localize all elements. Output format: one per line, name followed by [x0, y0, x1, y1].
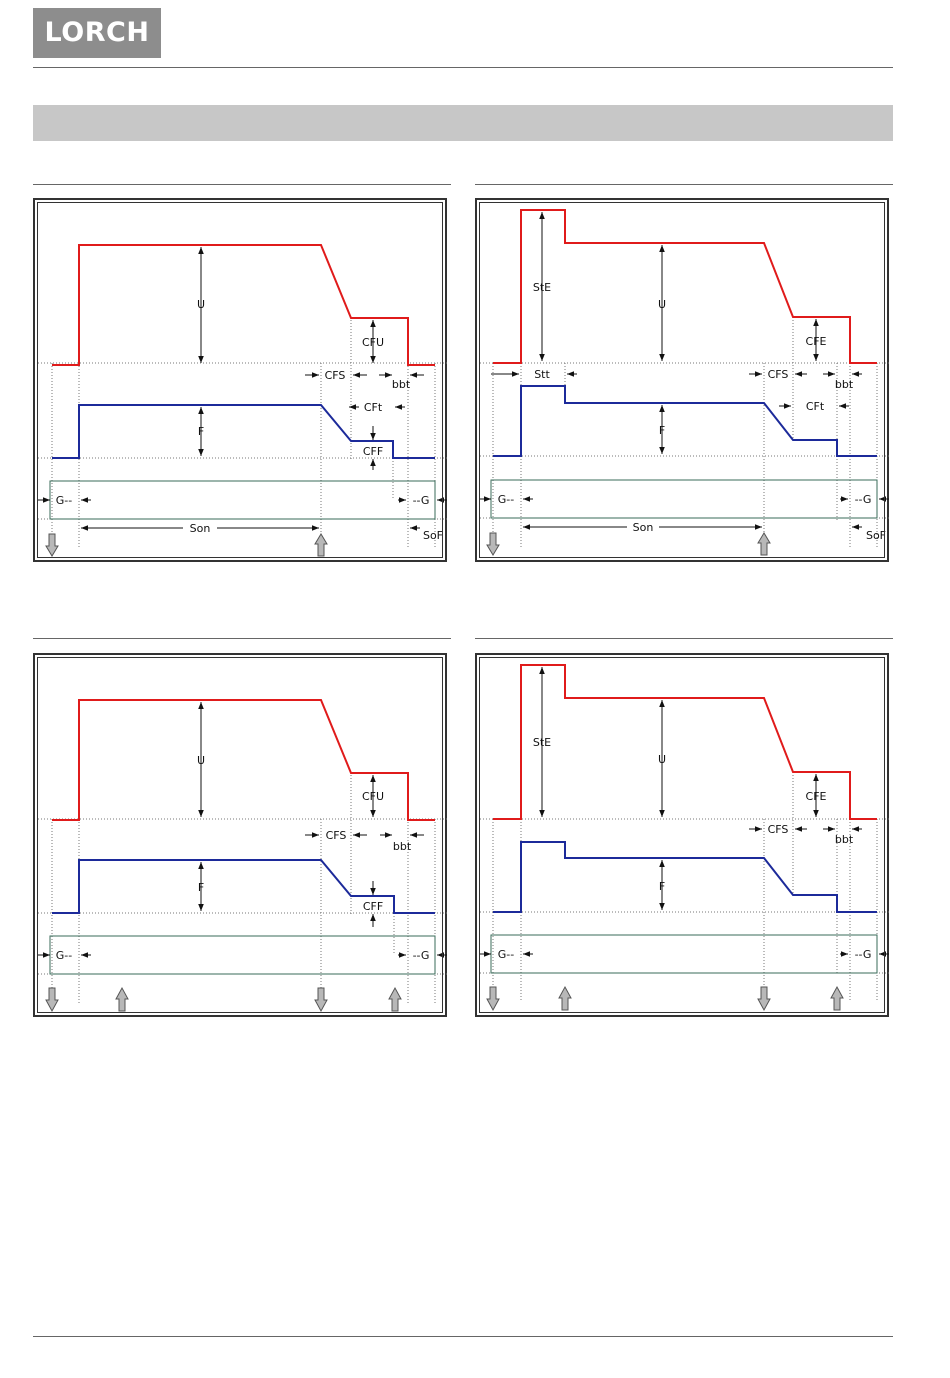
arrow-up-icon — [558, 985, 572, 1011]
label-StE: StE — [533, 281, 551, 294]
label-G-start: G-- — [56, 949, 72, 962]
label-F: F — [659, 880, 665, 893]
label-Son: Son — [633, 521, 654, 534]
diagram-rule-bottom-right — [475, 638, 893, 639]
label-CFS: CFS — [326, 829, 347, 842]
label-CFS: CFS — [768, 823, 789, 836]
section-title-band — [33, 105, 893, 141]
label-CFt: CFt — [806, 400, 825, 413]
label-F: F — [659, 424, 665, 437]
wire-feed-curve — [493, 841, 877, 913]
lorch-logo: LORCH — [33, 8, 161, 58]
arrow-up-icon — [115, 986, 129, 1012]
label-CFF: CFF — [363, 445, 383, 458]
label-U: U — [197, 298, 205, 311]
label-G-start: G-- — [498, 948, 514, 961]
label-CFE: CFE — [806, 790, 827, 803]
label-G-end: --G — [855, 948, 872, 961]
label-F: F — [198, 425, 204, 438]
label-bbt: bbt — [835, 833, 854, 846]
label-G-start: G-- — [498, 493, 514, 506]
diagram-rule-top-right — [475, 184, 893, 185]
label-bbt: bbt — [835, 378, 854, 391]
voltage-curve — [493, 664, 877, 820]
diagram-rule-bottom-left — [33, 638, 451, 639]
label-bbt: bbt — [393, 840, 412, 853]
voltage-curve — [52, 244, 435, 366]
label-U: U — [658, 298, 666, 311]
label-U: U — [197, 754, 205, 767]
arrow-down-icon — [757, 986, 771, 1012]
label-G-end: --G — [413, 494, 430, 507]
wire-feed-curve — [52, 859, 435, 914]
diagram-rule-top-left — [33, 184, 451, 185]
label-F: F — [198, 881, 204, 894]
label-U: U — [658, 753, 666, 766]
wire-feed-curve — [493, 385, 877, 457]
timing-diagram-bottom-right: StE U CFE CFS bbt F G-- --G — [475, 653, 889, 1017]
timing-diagram-top-right: StE U CFE Stt CFS bbt CFt F G-- --G Son … — [475, 198, 889, 562]
arrow-down-icon — [314, 987, 328, 1013]
label-CFS: CFS — [325, 369, 346, 382]
label-G-end: --G — [413, 949, 430, 962]
wire-feed-curve — [52, 404, 435, 459]
label-SoF: SoF — [423, 529, 443, 542]
arrow-down-icon — [486, 532, 500, 556]
footer-rule — [33, 1336, 893, 1337]
arrow-up-icon — [757, 532, 771, 556]
arrow-up-icon — [388, 986, 402, 1012]
label-CFU: CFU — [362, 336, 384, 349]
timing-diagram-top-left: U CFU CFS bbt CFt F CFF G-- --G Son SoF — [33, 198, 447, 562]
label-CFU: CFU — [362, 790, 384, 803]
voltage-curve — [493, 209, 877, 364]
arrow-up-icon — [314, 533, 328, 557]
label-StE: StE — [533, 736, 551, 749]
label-CFS: CFS — [768, 368, 789, 381]
arrow-up-icon — [830, 985, 844, 1011]
label-G-end: --G — [855, 493, 872, 506]
voltage-curve — [52, 699, 435, 821]
label-CFE: CFE — [806, 335, 827, 348]
label-bbt: bbt — [392, 378, 411, 391]
header-rule — [33, 67, 893, 68]
timing-diagram-bottom-left: U CFU CFS bbt F CFF G-- --G — [33, 653, 447, 1017]
arrow-down-icon — [45, 533, 59, 557]
label-SoF: SoF — [866, 529, 886, 542]
arrow-down-icon — [45, 987, 59, 1013]
arrow-down-icon — [486, 986, 500, 1012]
label-CFt: CFt — [364, 401, 383, 414]
label-CFF: CFF — [363, 900, 383, 913]
label-G-start: G-- — [56, 494, 72, 507]
label-Stt: Stt — [534, 368, 550, 381]
label-Son: Son — [190, 522, 211, 535]
brand-name: LORCH — [44, 17, 150, 48]
